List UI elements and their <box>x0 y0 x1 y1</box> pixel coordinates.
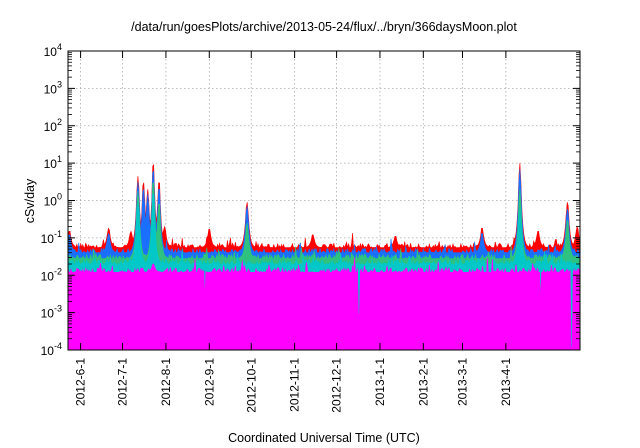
axis-ticks <box>68 50 580 351</box>
x-tick-label: 2013-3-1 <box>455 358 469 406</box>
x-tick-labels: 2012-6-1 2012-7-1 2012-8-1 2012-9-1 2012-10-… <box>74 358 513 413</box>
y-tick-label: 101 <box>44 154 62 171</box>
x-tick-label: 2012-10-1 <box>244 358 258 413</box>
y-tick-label: 100 <box>44 192 62 209</box>
x-tick-label: 2012-9-1 <box>202 358 216 406</box>
x-tick-label: 2013-1-1 <box>373 358 387 406</box>
y-tick-label: 10-4 <box>41 341 62 358</box>
y-tick-label: 10-1 <box>41 229 62 246</box>
x-tick-label: 2013-2-1 <box>416 358 430 406</box>
x-tick-label: 2012-8-1 <box>159 358 173 406</box>
series-trace <box>67 257 581 351</box>
y-tick-labels: 10-4 10-3 10-2 10-1 100 101 102 103 104 <box>41 42 62 358</box>
y-tick-label: 102 <box>44 117 62 134</box>
y-tick-label: 10-2 <box>41 266 62 283</box>
y-tick-label: 104 <box>44 42 62 59</box>
x-tick-label: 2013-4-1 <box>499 358 513 406</box>
x-tick-label: 2012-6-1 <box>74 358 88 406</box>
y-axis-label: cSv/day <box>23 178 37 223</box>
chart-title: /data/run/goesPlots/archive/2013-05-24/f… <box>131 20 517 34</box>
x-tick-label: 2012-7-1 <box>116 358 130 406</box>
y-tick-label: 103 <box>44 79 62 96</box>
x-tick-label: 2012-11-1 <box>288 358 302 412</box>
x-tick-label: 2012-12-1 <box>330 358 344 413</box>
x-axis-label: Coordinated Universal Time (UTC) <box>228 431 420 445</box>
plot-series <box>67 163 581 351</box>
y-tick-label: 10-3 <box>41 304 62 321</box>
